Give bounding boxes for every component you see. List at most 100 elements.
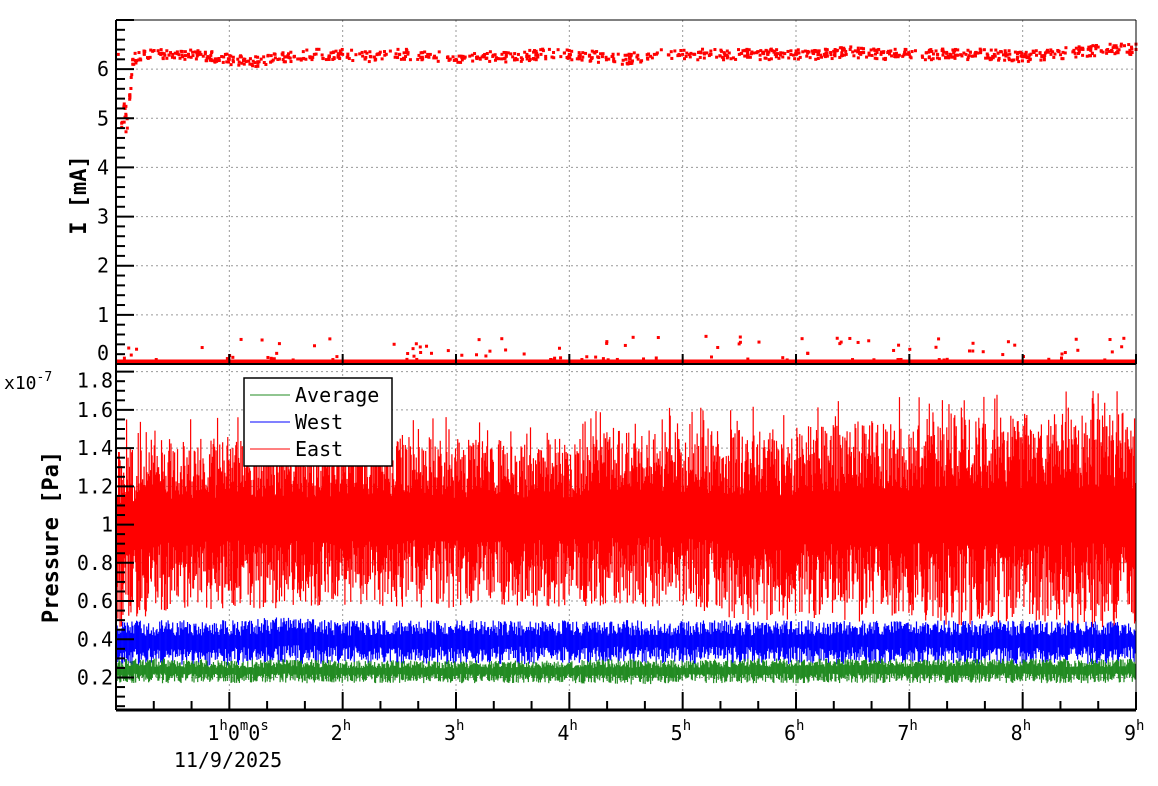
current-point	[183, 50, 187, 54]
current-point	[122, 356, 126, 360]
current-point	[217, 59, 221, 63]
current-point	[865, 55, 869, 59]
current-point	[607, 57, 611, 61]
series-west	[116, 617, 1136, 667]
current-point	[134, 61, 138, 65]
legend-west-label: West	[295, 410, 343, 434]
current-y-tick-label: 1	[97, 303, 109, 327]
current-point	[1061, 50, 1065, 54]
current-point	[899, 357, 903, 361]
current-point	[471, 59, 475, 63]
current-point	[1013, 50, 1017, 54]
current-point	[210, 51, 214, 55]
current-point	[296, 57, 300, 61]
current-point	[256, 55, 260, 59]
current-point	[300, 57, 304, 61]
legend-east-label: East	[295, 437, 343, 461]
current-point	[951, 48, 955, 52]
current-point	[225, 52, 229, 56]
current-point	[396, 56, 400, 60]
current-point	[810, 49, 814, 53]
pressure-y-tick-label: 0.2	[77, 666, 113, 690]
current-point	[494, 56, 498, 60]
current-point	[254, 64, 258, 68]
current-point	[796, 48, 800, 52]
current-point	[702, 52, 706, 56]
current-point	[971, 341, 975, 345]
current-point	[347, 57, 351, 61]
current-grid	[116, 20, 1136, 364]
current-point	[1003, 49, 1007, 53]
current-point	[950, 55, 954, 59]
current-point	[623, 53, 627, 57]
current-point	[485, 51, 489, 55]
current-point	[332, 56, 336, 60]
current-point	[157, 51, 161, 55]
current-point	[260, 338, 264, 342]
current-point	[791, 53, 795, 57]
current-point	[596, 60, 600, 64]
current-point	[908, 347, 912, 351]
current-point	[406, 51, 410, 55]
current-point	[378, 50, 382, 54]
current-point	[124, 130, 128, 134]
current-point	[974, 50, 978, 54]
current-point	[765, 49, 769, 53]
current-point	[364, 55, 368, 59]
current-point	[125, 126, 129, 130]
current-point	[942, 358, 946, 362]
current-point	[763, 56, 767, 60]
current-point	[577, 51, 581, 55]
current-point	[746, 53, 750, 57]
current-point	[844, 49, 848, 53]
current-point	[380, 57, 384, 61]
current-point	[504, 60, 508, 64]
current-point	[1127, 51, 1131, 55]
current-point	[952, 50, 956, 54]
current-point	[308, 55, 312, 59]
current-point	[1094, 43, 1098, 47]
current-point	[434, 56, 438, 60]
current-point	[256, 61, 260, 65]
current-point	[601, 357, 605, 361]
current-point	[882, 50, 886, 54]
current-point	[789, 49, 793, 53]
current-point	[532, 50, 536, 54]
current-point	[143, 49, 147, 53]
current-point	[701, 47, 705, 51]
current-point	[594, 355, 598, 359]
current-point	[175, 50, 179, 54]
current-point	[743, 54, 747, 58]
current-point	[934, 49, 938, 53]
current-point	[934, 345, 938, 349]
x-tick-label: 2h	[331, 718, 351, 745]
legend: Average West East	[243, 377, 393, 467]
current-point	[209, 57, 213, 61]
current-point	[456, 60, 460, 64]
current-point	[749, 52, 753, 56]
current-point	[208, 56, 212, 60]
current-point	[122, 102, 126, 106]
current-point	[976, 51, 980, 55]
current-point	[142, 52, 146, 56]
current-point	[519, 56, 523, 60]
current-point	[805, 54, 809, 58]
current-point	[1060, 57, 1064, 61]
current-point	[173, 51, 177, 55]
current-point	[815, 50, 819, 54]
current-point	[340, 47, 344, 51]
x-tick-label: 7h	[897, 718, 917, 745]
current-point	[257, 60, 261, 64]
current-point	[1129, 45, 1133, 49]
current-point	[351, 59, 355, 63]
current-point	[589, 56, 593, 60]
current-point	[769, 47, 773, 51]
current-point	[580, 58, 584, 62]
current-point	[673, 49, 677, 53]
current-point	[528, 57, 532, 61]
current-point	[448, 57, 452, 61]
current-point	[716, 345, 720, 349]
current-point	[994, 48, 998, 52]
current-point	[183, 54, 187, 58]
current-point	[737, 48, 741, 52]
